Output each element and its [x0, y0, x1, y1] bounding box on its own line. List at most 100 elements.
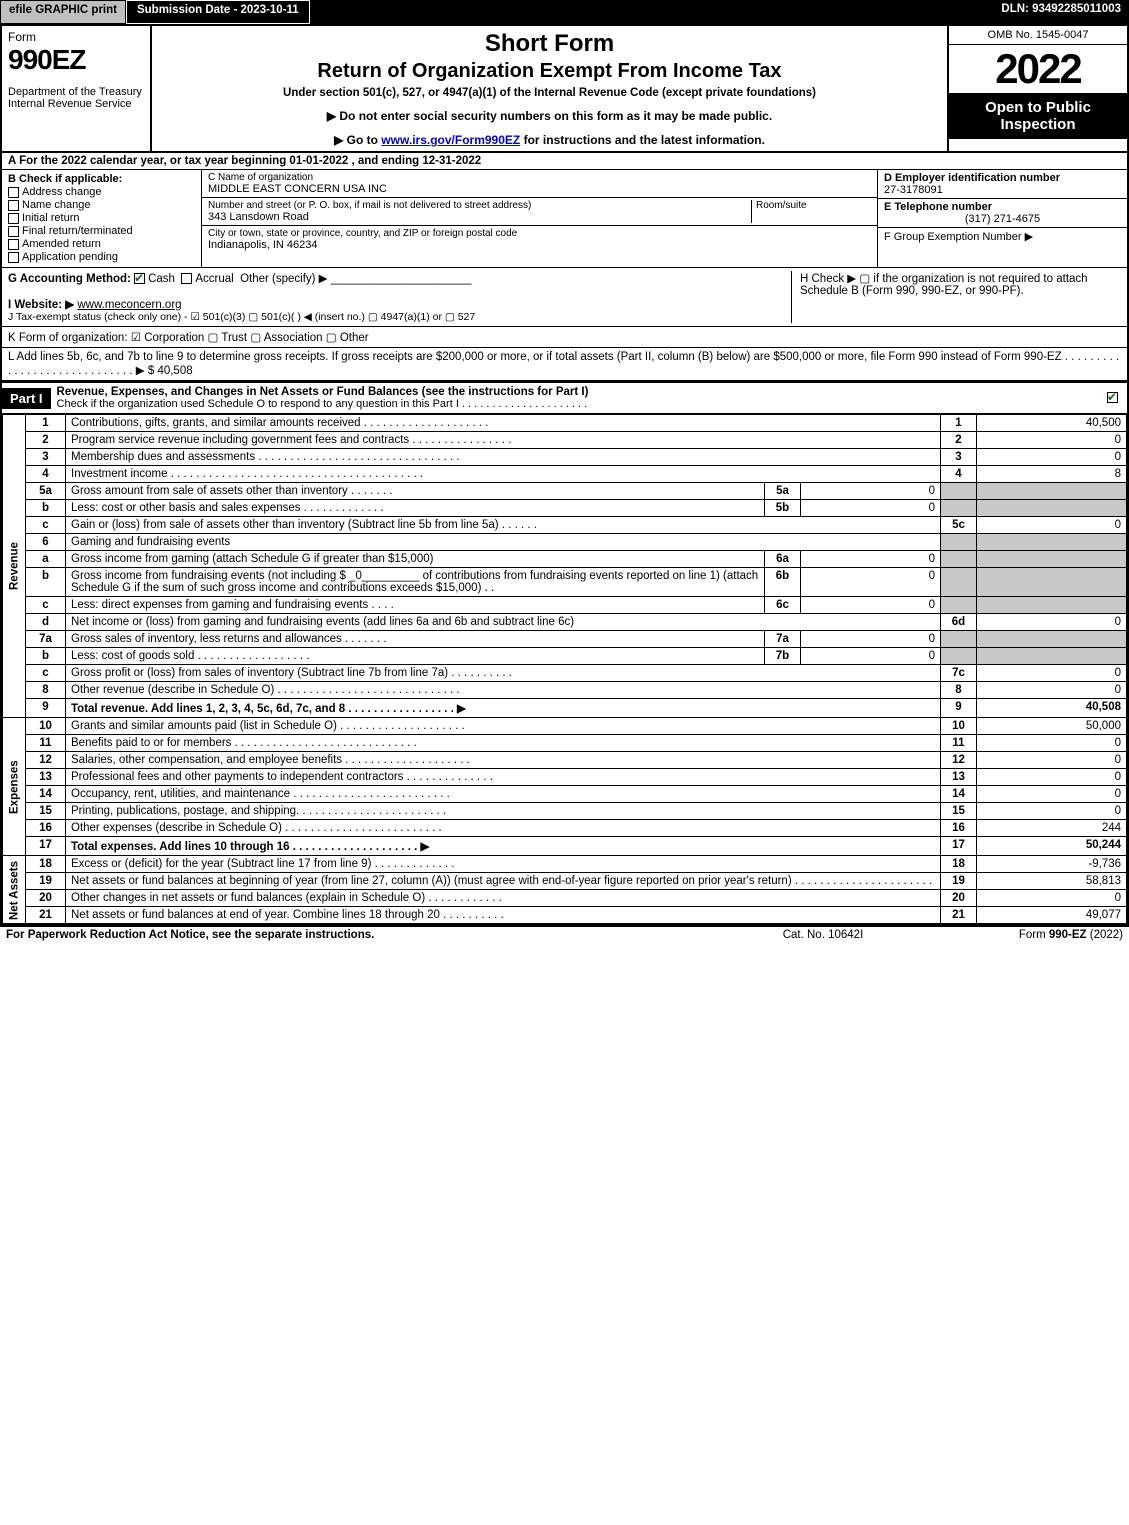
org-name: MIDDLE EAST CONCERN USA INC [208, 183, 871, 195]
row-11: 11Benefits paid to or for members . . . … [3, 735, 1127, 752]
h-block: H Check ▶ ▢ if the organization is not r… [791, 271, 1121, 323]
top-bar: efile GRAPHIC print Submission Date - 20… [0, 0, 1129, 24]
city-row: City or town, state or province, country… [202, 226, 877, 253]
main-title: Return of Organization Exempt From Incom… [158, 60, 941, 83]
row-6a: aGross income from gaming (attach Schedu… [3, 551, 1127, 568]
block-b-c-d: B Check if applicable: Address change Na… [2, 170, 1127, 268]
row-5c: cGain or (loss) from sale of assets othe… [3, 517, 1127, 534]
row-1: Revenue 1Contributions, gifts, grants, a… [3, 415, 1127, 432]
row-6d: dNet income or (loss) from gaming and fu… [3, 614, 1127, 631]
col-c: C Name of organization MIDDLE EAST CONCE… [202, 170, 877, 267]
form-word: Form [8, 30, 144, 44]
city: Indianapolis, IN 46234 [208, 239, 871, 251]
row-8: 8Other revenue (describe in Schedule O) … [3, 682, 1127, 699]
row-2: 2Program service revenue including gover… [3, 432, 1127, 449]
group-row: F Group Exemption Number ▶ [878, 228, 1127, 245]
row-9: 9Total revenue. Add lines 1, 2, 3, 4, 5c… [3, 699, 1127, 718]
row-4: 4Investment income . . . . . . . . . . .… [3, 466, 1127, 483]
website-link[interactable]: www.meconcern.org [77, 299, 181, 311]
part1-sub: Check if the organization used Schedule … [57, 398, 588, 410]
g-cash: Cash [148, 273, 175, 285]
group-label: F Group Exemption Number ▶ [884, 230, 1121, 243]
row-k: K Form of organization: ☑ Corporation ▢ … [2, 327, 1127, 348]
tel: (317) 271-4675 [884, 213, 1121, 225]
org-name-row: C Name of organization MIDDLE EAST CONCE… [202, 170, 877, 198]
irs-link[interactable]: www.irs.gov/Form990EZ [381, 133, 520, 147]
expenses-label: Expenses [3, 718, 26, 856]
row-6b: bGross income from fundraising events (n… [3, 568, 1127, 597]
department: Department of the Treasury Internal Reve… [8, 86, 144, 110]
org-name-label: C Name of organization [208, 172, 871, 183]
g-accrual: Accrual [195, 273, 233, 285]
omb-number: OMB No. 1545-0047 [949, 26, 1127, 45]
row-19: 19Net assets or fund balances at beginni… [3, 873, 1127, 890]
row-17: 17Total expenses. Add lines 10 through 1… [3, 837, 1127, 856]
ein-label: D Employer identification number [884, 172, 1121, 184]
chk-address-change[interactable]: Address change [8, 186, 195, 198]
ein: 27-3178091 [884, 184, 1121, 196]
row-16: 16Other expenses (describe in Schedule O… [3, 820, 1127, 837]
netassets-label: Net Assets [3, 856, 26, 924]
room-label: Room/suite [756, 200, 871, 211]
form-container: Form 990EZ Department of the Treasury In… [0, 24, 1129, 926]
under-section: Under section 501(c), 527, or 4947(a)(1)… [158, 87, 941, 99]
street: 343 Lansdown Road [208, 211, 751, 223]
tax-year: 2022 [949, 45, 1127, 93]
row-10: Expenses 10Grants and similar amounts pa… [3, 718, 1127, 735]
chk-application-pending[interactable]: Application pending [8, 251, 195, 263]
part1-label: Part I [2, 388, 51, 409]
city-label: City or town, state or province, country… [208, 228, 871, 239]
j-text: J Tax-exempt status (check only one) - ☑… [8, 311, 475, 323]
footer-right: Form 990-EZ (2022) [923, 929, 1123, 941]
g-block: G Accounting Method: Cash Accrual Other … [8, 271, 791, 323]
row-14: 14Occupancy, rent, utilities, and mainte… [3, 786, 1127, 803]
chk-accrual[interactable] [181, 273, 192, 284]
goto-post: for instructions and the latest informat… [520, 133, 765, 147]
footer-left: For Paperwork Reduction Act Notice, see … [6, 929, 723, 941]
chk-final-return[interactable]: Final return/terminated [8, 225, 195, 237]
row-5b: bLess: cost or other basis and sales exp… [3, 500, 1127, 517]
ein-row: D Employer identification number 27-3178… [878, 170, 1127, 199]
l-amount: 40,508 [157, 365, 192, 377]
col-d-e-f: D Employer identification number 27-3178… [877, 170, 1127, 267]
chk-cash[interactable] [134, 273, 145, 284]
b-label: B Check if applicable: [8, 173, 195, 185]
row-6c: cLess: direct expenses from gaming and f… [3, 597, 1127, 614]
part1-checkbox[interactable] [1101, 389, 1127, 407]
row-7a: 7aGross sales of inventory, less returns… [3, 631, 1127, 648]
footer-cat: Cat. No. 10642I [723, 929, 923, 941]
chk-initial-return[interactable]: Initial return [8, 212, 195, 224]
row-13: 13Professional fees and other payments t… [3, 769, 1127, 786]
goto-line: ▶ Go to www.irs.gov/Form990EZ for instru… [158, 133, 941, 147]
row-3: 3Membership dues and assessments . . . .… [3, 449, 1127, 466]
row-7b: bLess: cost of goods sold . . . . . . . … [3, 648, 1127, 665]
h-text: H Check ▶ ▢ if the organization is not r… [800, 273, 1088, 297]
row-12: 12Salaries, other compensation, and empl… [3, 752, 1127, 769]
form-header: Form 990EZ Department of the Treasury In… [2, 26, 1127, 153]
row-15: 15Printing, publications, postage, and s… [3, 803, 1127, 820]
dln: DLN: 93492285011003 [993, 0, 1129, 24]
header-middle: Short Form Return of Organization Exempt… [152, 26, 947, 151]
lines-table: Revenue 1Contributions, gifts, grants, a… [2, 414, 1127, 924]
chk-amended-return[interactable]: Amended return [8, 238, 195, 250]
goto-pre: ▶ Go to [334, 133, 381, 147]
row-7c: cGross profit or (loss) from sales of in… [3, 665, 1127, 682]
header-left: Form 990EZ Department of the Treasury In… [2, 26, 152, 151]
row-6: 6Gaming and fundraising events [3, 534, 1127, 551]
revenue-label: Revenue [3, 415, 26, 718]
chk-name-change[interactable]: Name change [8, 199, 195, 211]
part1-title: Revenue, Expenses, and Changes in Net As… [51, 383, 1101, 413]
efile-button[interactable]: efile GRAPHIC print [0, 0, 126, 24]
g-other: Other (specify) ▶ [240, 273, 327, 285]
short-form-title: Short Form [158, 30, 941, 58]
submission-date: Submission Date - 2023-10-11 [126, 0, 310, 24]
page-footer: For Paperwork Reduction Act Notice, see … [0, 926, 1129, 943]
spacer [310, 0, 994, 24]
open-public-inspection: Open to Public Inspection [949, 93, 1127, 139]
street-row: Number and street (or P. O. box, if mail… [202, 198, 877, 226]
row-21: 21Net assets or fund balances at end of … [3, 907, 1127, 924]
row-18: Net Assets 18Excess or (deficit) for the… [3, 856, 1127, 873]
i-label: I Website: ▶ [8, 299, 74, 311]
tel-row: E Telephone number (317) 271-4675 [878, 199, 1127, 228]
warning-ssn: ▶ Do not enter social security numbers o… [158, 109, 941, 123]
